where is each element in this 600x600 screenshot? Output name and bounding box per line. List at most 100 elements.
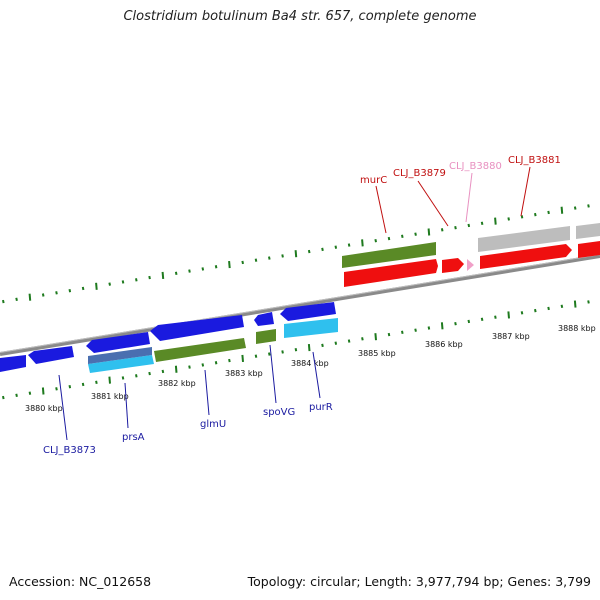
label-clj-b3880: CLJ_B3880 bbox=[449, 161, 502, 172]
lower-track-tick bbox=[440, 322, 444, 330]
gene-blue-3[interactable] bbox=[86, 332, 150, 353]
upper-track-tick bbox=[15, 297, 18, 302]
lower-track-tick bbox=[587, 300, 590, 304]
upper-track-tick bbox=[307, 249, 311, 254]
upper-track-tick bbox=[161, 271, 165, 280]
tick-marks-lower bbox=[2, 300, 590, 400]
upper-track-tick bbox=[254, 258, 258, 262]
kbp-label-3881: 3881 kbp bbox=[91, 392, 129, 401]
lower-track-tick bbox=[334, 341, 338, 345]
lower-track-tick bbox=[387, 332, 391, 337]
lower-track-tick bbox=[401, 330, 404, 335]
upper-track-tick bbox=[68, 288, 72, 293]
accession-text: Accession: NC_012658 bbox=[9, 574, 152, 589]
kbp-label-3884: 3884 kbp bbox=[291, 359, 329, 368]
upper-track-tick bbox=[401, 234, 404, 239]
gene-glmU-blue[interactable] bbox=[150, 315, 244, 341]
upper-track-tick bbox=[587, 204, 590, 208]
lower-track-tick bbox=[534, 308, 537, 313]
gene-red-3[interactable] bbox=[578, 241, 600, 258]
lower-track-tick bbox=[2, 395, 5, 400]
upper-track-tick bbox=[174, 271, 178, 275]
upper-track-tick bbox=[427, 228, 431, 236]
leader-clj-b3880 bbox=[465, 172, 473, 223]
upper-track-tick bbox=[454, 225, 457, 230]
gene-clj-b3873[interactable] bbox=[28, 346, 74, 364]
lower-track-tick bbox=[241, 354, 244, 362]
gene-spoVG-blue[interactable] bbox=[254, 312, 274, 326]
lower-track-tick bbox=[201, 363, 205, 367]
leader-spoVG bbox=[269, 344, 277, 404]
kbp-label-3888: 3888 kbp bbox=[558, 324, 596, 333]
lower-track-tick bbox=[135, 374, 138, 378]
upper-track-tick bbox=[2, 299, 5, 304]
upper-track-tick bbox=[440, 228, 444, 232]
lower-track-tick bbox=[161, 369, 165, 374]
upper-track-tick bbox=[228, 260, 231, 269]
upper-track-tick bbox=[480, 221, 484, 226]
leader-purR bbox=[312, 351, 321, 399]
upper-track-tick bbox=[121, 280, 125, 284]
gene-clj-b3881[interactable] bbox=[480, 244, 572, 269]
gene-red-1[interactable] bbox=[344, 259, 438, 287]
gene-blue-1[interactable] bbox=[0, 355, 26, 372]
lower-track-tick bbox=[28, 391, 32, 395]
lower-track-tick bbox=[268, 352, 271, 356]
gene-clj-b3879[interactable] bbox=[442, 258, 464, 273]
upper-track-tick bbox=[188, 269, 191, 273]
lower-track-tick bbox=[188, 365, 191, 369]
lower-track-tick bbox=[95, 380, 98, 384]
upper-track-tick bbox=[361, 239, 364, 247]
upper-track-tick bbox=[201, 267, 205, 271]
upper-track-tick bbox=[28, 293, 32, 301]
upper-track-tick bbox=[494, 217, 497, 225]
genome-summary-text: Topology: circular; Length: 3,977,794 bp… bbox=[247, 574, 591, 589]
lower-track-tick bbox=[480, 317, 484, 322]
kbp-label-3885: 3885 kbp bbox=[358, 349, 396, 358]
upper-track-tick bbox=[334, 245, 338, 249]
leader-clj-b3881 bbox=[520, 166, 531, 217]
leader-clj-b3873 bbox=[58, 374, 68, 441]
lower-track-tick bbox=[347, 339, 351, 343]
upper-track-tick bbox=[414, 232, 417, 236]
kbp-label-3880: 3880 kbp bbox=[25, 404, 63, 413]
leader-prsA bbox=[124, 382, 129, 429]
upper-track-tick bbox=[347, 243, 351, 247]
gene-gray-2[interactable] bbox=[576, 223, 600, 239]
lower-track-tick bbox=[427, 326, 431, 330]
lower-track-tick bbox=[41, 387, 45, 395]
gene-glmU[interactable] bbox=[154, 338, 246, 362]
upper-track-tick bbox=[81, 286, 85, 291]
leader-glmU bbox=[204, 369, 210, 416]
lower-track-tick bbox=[321, 343, 324, 348]
label-clj-b3873: CLJ_B3873 bbox=[43, 445, 96, 456]
lower-track-tick bbox=[121, 376, 125, 380]
gene-prsA[interactable] bbox=[88, 355, 154, 373]
gene-spoVG[interactable] bbox=[256, 329, 276, 344]
lower-track-tick bbox=[507, 311, 510, 319]
upper-track-tick bbox=[507, 217, 510, 221]
genome-title: Clostridium botulinum Ba4 str. 657, comp… bbox=[123, 9, 477, 24]
lower-track-tick bbox=[454, 321, 457, 326]
gene-purR-blue[interactable] bbox=[280, 302, 336, 321]
lower-track-tick bbox=[547, 306, 550, 311]
gene-prsA-overlay[interactable] bbox=[88, 347, 152, 364]
label-clj-b3879: CLJ_B3879 bbox=[393, 168, 446, 179]
lower-track-tick bbox=[560, 304, 564, 308]
upper-track-tick bbox=[520, 215, 524, 219]
gene-purR[interactable] bbox=[284, 318, 338, 338]
lower-track-tick bbox=[414, 328, 417, 332]
lower-track-tick bbox=[281, 350, 284, 354]
upper-track-tick bbox=[534, 212, 537, 217]
label-purR: purR bbox=[309, 402, 333, 413]
upper-track-tick bbox=[135, 278, 138, 282]
lower-track-tick bbox=[81, 382, 85, 387]
lower-track-tick bbox=[294, 348, 298, 352]
lower-track-tick bbox=[228, 358, 231, 363]
lower-track-tick bbox=[520, 311, 524, 315]
gene-clj-b3880[interactable] bbox=[467, 259, 474, 271]
gene-murC[interactable] bbox=[342, 242, 436, 268]
upper-track-tick bbox=[95, 282, 98, 290]
gene-clj-b3881-gray[interactable] bbox=[478, 226, 570, 252]
upper-track-tick bbox=[573, 206, 577, 210]
